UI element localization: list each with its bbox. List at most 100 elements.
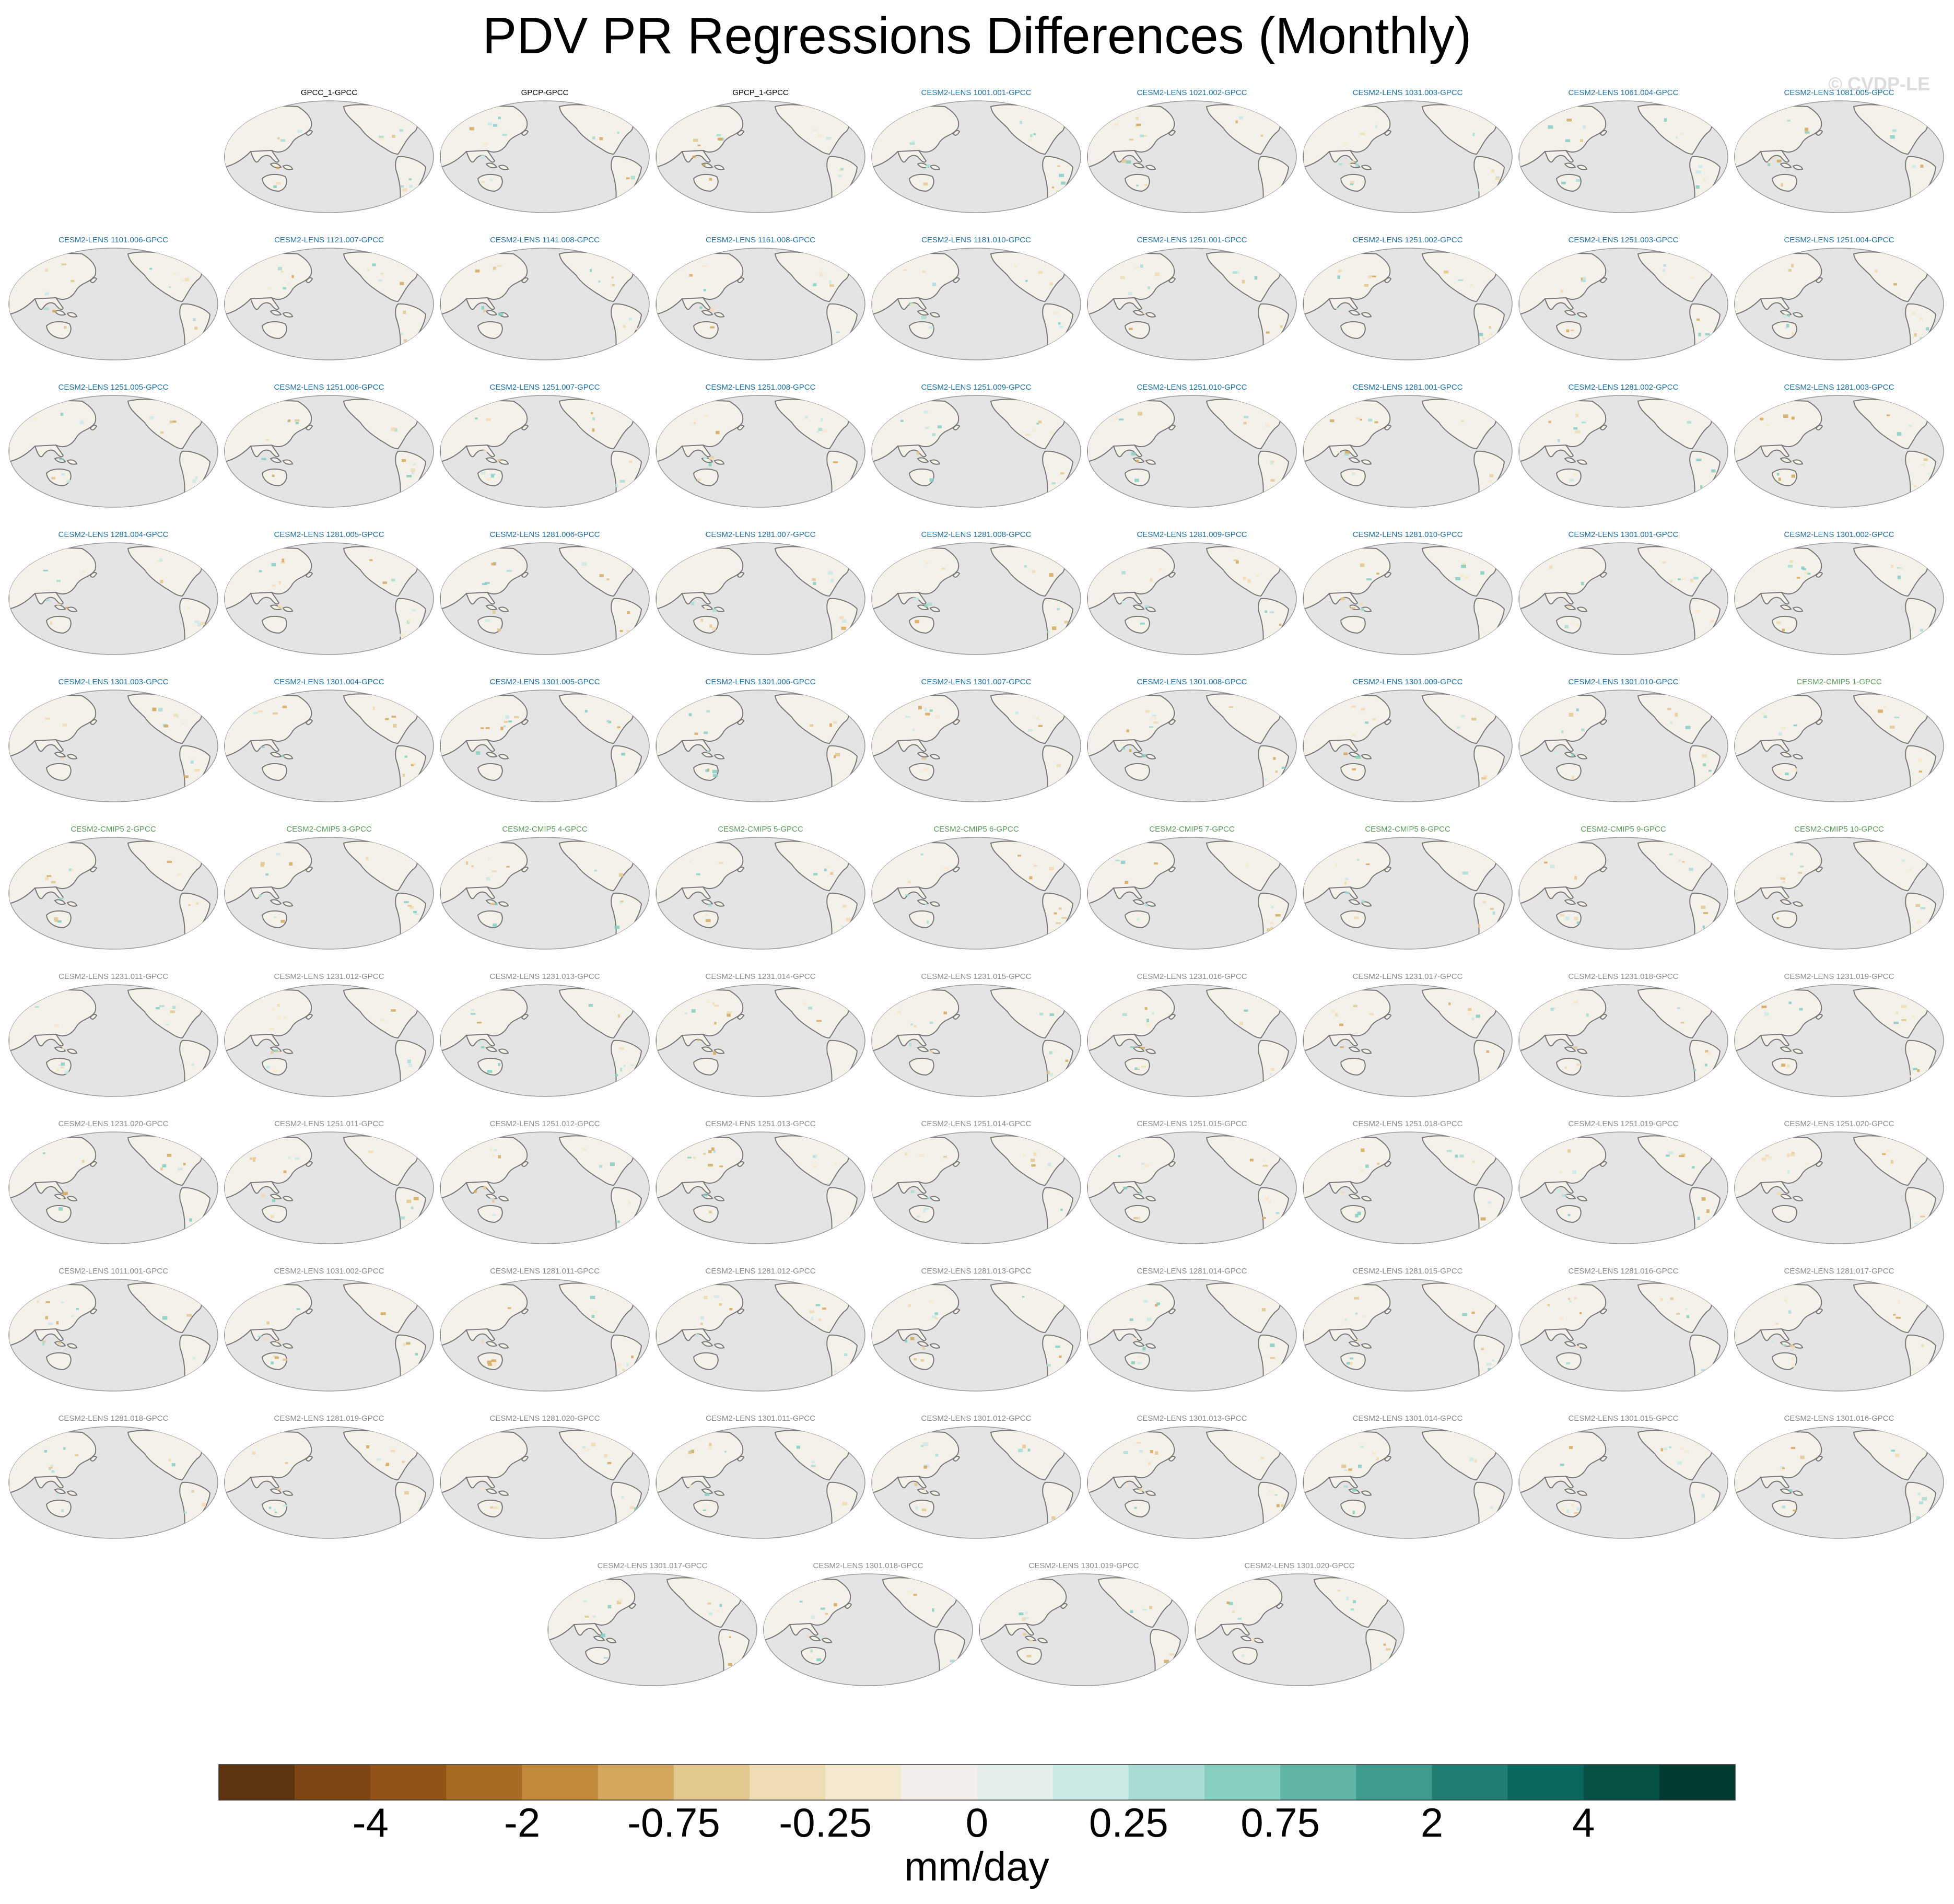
data-cell xyxy=(934,715,940,719)
data-cell xyxy=(1250,1638,1255,1640)
data-cell xyxy=(1762,1158,1766,1161)
data-cell xyxy=(274,1356,279,1359)
data-cell xyxy=(1446,1150,1452,1152)
data-cell xyxy=(411,764,414,766)
map-land-group xyxy=(1087,1429,1293,1531)
data-cell xyxy=(1483,901,1487,904)
data-cell xyxy=(1564,1066,1567,1069)
data-cell xyxy=(1782,628,1785,632)
map-panel: CESM2-LENS 1251.018-GPCC xyxy=(1303,1119,1513,1244)
data-cell xyxy=(1351,472,1356,474)
data-cell xyxy=(1028,1640,1033,1643)
data-cell xyxy=(1492,911,1495,915)
data-cell xyxy=(1482,337,1485,340)
data-cell xyxy=(1489,332,1493,335)
data-cell xyxy=(921,1508,927,1511)
data-cell xyxy=(704,414,709,417)
data-cell xyxy=(412,471,414,475)
data-cell xyxy=(1022,1444,1026,1449)
data-cell xyxy=(287,283,290,286)
data-cell xyxy=(1061,917,1067,919)
data-cell xyxy=(908,1304,911,1307)
data-cell xyxy=(619,1047,624,1050)
map-land-group xyxy=(225,1429,430,1531)
data-cell xyxy=(706,919,711,922)
data-cell xyxy=(1565,139,1571,143)
data-cell xyxy=(1355,1213,1359,1218)
data-cell xyxy=(1141,1066,1146,1068)
data-cell xyxy=(1682,860,1685,863)
data-cell xyxy=(1791,474,1795,478)
data-cell xyxy=(273,1049,278,1052)
data-cell xyxy=(1056,764,1061,767)
map-land-group xyxy=(1087,1134,1293,1236)
data-cell xyxy=(924,708,927,711)
data-cell xyxy=(1128,452,1132,454)
data-cell xyxy=(1481,1348,1484,1350)
data-cell xyxy=(503,725,506,728)
map-land-group xyxy=(1303,1429,1508,1531)
data-cell xyxy=(1670,1297,1674,1300)
data-cell xyxy=(1775,1323,1779,1325)
data-cell xyxy=(727,1011,732,1014)
data-cell xyxy=(1917,1069,1920,1072)
data-cell xyxy=(1047,1364,1051,1367)
data-cell xyxy=(1033,428,1037,431)
data-cell xyxy=(909,1043,912,1047)
data-cell xyxy=(178,1167,183,1171)
data-cell xyxy=(1791,1357,1795,1361)
data-cell xyxy=(1350,1608,1354,1611)
map-panel: CESM2-LENS 1251.007-GPCC xyxy=(440,383,650,508)
data-cell xyxy=(258,710,263,712)
data-cell xyxy=(1129,138,1134,141)
data-cell xyxy=(1916,1516,1921,1520)
data-cell xyxy=(631,1502,635,1504)
data-cell xyxy=(51,881,56,884)
data-cell xyxy=(1675,712,1678,717)
data-cell xyxy=(506,866,510,868)
panel-title: CESM2-LENS 1301.005-GPCC xyxy=(490,678,600,686)
map-panel: CESM2-LENS 1301.004-GPCC xyxy=(224,678,434,802)
data-cell xyxy=(1357,1211,1361,1216)
data-cell xyxy=(1130,1610,1133,1614)
panel-title: CESM2-LENS 1301.015-GPCC xyxy=(1569,1414,1679,1423)
data-cell xyxy=(591,1315,595,1318)
data-cell xyxy=(1892,129,1897,132)
data-cell xyxy=(1670,580,1672,583)
data-cell xyxy=(1061,181,1066,185)
colorbar-swatch xyxy=(1356,1765,1432,1800)
map-panel: CESM2-LENS 1301.003-GPCC xyxy=(8,678,218,802)
data-cell xyxy=(1668,1151,1674,1154)
data-cell xyxy=(1335,1013,1338,1017)
data-cell xyxy=(1169,1653,1175,1656)
data-cell xyxy=(46,875,52,877)
data-cell xyxy=(1462,871,1468,875)
data-cell xyxy=(626,1363,629,1366)
data-cell xyxy=(1695,610,1700,613)
data-cell xyxy=(1361,1148,1365,1152)
data-cell xyxy=(1360,133,1365,135)
data-cell xyxy=(477,1041,481,1044)
colorbar-swatch xyxy=(1507,1765,1584,1800)
colorbar-frame xyxy=(218,1764,1736,1801)
data-cell xyxy=(1474,1459,1477,1463)
map-land-group xyxy=(1735,1429,1940,1531)
data-cell xyxy=(1139,1488,1143,1491)
data-cell xyxy=(1154,272,1160,276)
data-cell xyxy=(1909,868,1912,872)
data-cell xyxy=(277,266,283,271)
data-cell xyxy=(1701,1369,1705,1371)
data-cell xyxy=(1574,316,1579,319)
data-cell xyxy=(508,720,512,723)
data-cell xyxy=(834,1162,837,1165)
data-cell xyxy=(1132,1338,1137,1341)
data-cell xyxy=(707,750,710,753)
data-cell xyxy=(490,474,495,478)
data-cell xyxy=(413,910,417,914)
data-cell xyxy=(1123,1451,1129,1454)
data-cell xyxy=(266,1321,270,1325)
data-cell xyxy=(1033,865,1037,867)
data-cell xyxy=(1550,1008,1554,1011)
data-cell xyxy=(829,723,832,727)
data-cell xyxy=(1690,579,1693,582)
